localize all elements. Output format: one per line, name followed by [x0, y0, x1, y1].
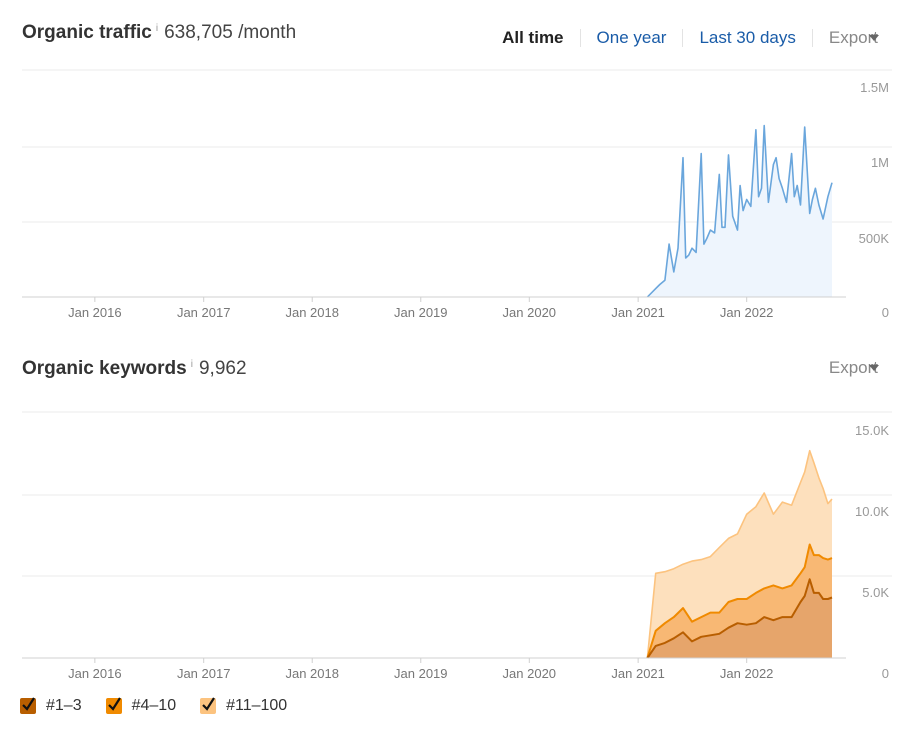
keywords-actions: Export: [813, 358, 916, 378]
series-line-4-10: [646, 543, 833, 659]
keywords-header: Organic keywords i 9,962 Export: [0, 356, 916, 390]
legend-label: #4–10: [131, 697, 177, 714]
x-tick-label: Jan 2017: [177, 305, 231, 320]
x-tick-label: Jan 2020: [503, 666, 557, 681]
y-tick-label: 1M: [871, 155, 889, 170]
legend-label: #1–3: [46, 697, 82, 714]
legend-item-4-10[interactable]: #4–10: [105, 697, 177, 715]
chevron-down-icon: [869, 35, 879, 41]
x-tick-label: Jan 2022: [720, 666, 774, 681]
info-icon[interactable]: i: [155, 22, 159, 34]
x-tick-label: Jan 2016: [68, 666, 122, 681]
y-tick-label: 5.0K: [862, 585, 889, 600]
info-icon[interactable]: i: [190, 358, 193, 370]
export-label: Export: [828, 28, 878, 47]
y-tick-label: 500K: [859, 231, 890, 246]
traffic-area: [647, 125, 833, 297]
traffic-title: Organic traffic i 638,705 /month: [22, 22, 296, 44]
y-tick-label: 15.0K: [855, 423, 889, 438]
checkmark-icon: [202, 697, 216, 711]
tab-last-30-days[interactable]: Last 30 days: [699, 28, 796, 47]
traffic-title-text: Organic traffic: [22, 22, 152, 43]
traffic-export-button[interactable]: Export: [813, 28, 916, 48]
keywords-chart: 15.0K 10.0K 5.0K 0 Jan 2016 Jan 2017 Jan 2018 J…: [22, 411, 892, 681]
traffic-header: Organic traffic i 638,705 /month All time …: [0, 22, 916, 56]
legend-item-1-3[interactable]: #1–3: [20, 697, 82, 715]
y-tick-label: 10.0K: [855, 504, 889, 519]
traffic-chart: 1.5M 1M 500K 0 Jan 2016 Jan 2017 Jan 2018 Jan 2…: [22, 69, 892, 320]
tab-divider: [682, 29, 684, 47]
legend-label: #11–100: [226, 697, 288, 714]
x-tick-label: Jan 2020: [503, 305, 557, 320]
legend-checkbox[interactable]: [105, 697, 122, 714]
export-label: Export: [828, 358, 878, 377]
chevron-down-icon: [869, 365, 879, 371]
x-tick-label: Jan 2016: [68, 305, 122, 320]
y-tick-label: 1.5M: [860, 80, 889, 95]
x-tick-label: Jan 2021: [611, 666, 665, 681]
tab-divider: [579, 29, 581, 47]
series-line-1-3: [646, 578, 833, 659]
series-line-11-100: [646, 449, 833, 659]
legend-checkbox[interactable]: [20, 697, 36, 714]
x-tick-label: Jan 2018: [285, 305, 339, 320]
area-1-3: [647, 579, 832, 658]
legend-checkbox[interactable]: [200, 697, 217, 714]
x-tick-label: Jan 2022: [720, 305, 774, 320]
tab-one-year[interactable]: One year: [596, 28, 667, 47]
tab-all-time[interactable]: All time: [502, 28, 564, 47]
time-range-tabs: All time One year Last 30 days Export: [486, 28, 916, 48]
x-tick-label: Jan 2021: [611, 305, 665, 320]
keywords-value: 9,962: [198, 358, 247, 379]
traffic-line: [646, 124, 833, 298]
y-tick-label: 0: [882, 305, 889, 320]
checkmark-icon: [22, 697, 35, 711]
keywords-legend: #1–3 #4–10 #11–100: [20, 697, 311, 715]
y-tick-label: 0: [882, 666, 889, 681]
x-tick-label: Jan 2019: [394, 305, 448, 320]
legend-item-11-100[interactable]: #11–100: [200, 697, 287, 715]
x-tick-label: Jan 2019: [394, 666, 448, 681]
x-tick-label: Jan 2017: [177, 666, 231, 681]
keywords-title: Organic keywords i 9,962: [22, 358, 247, 380]
checkmark-icon: [107, 697, 121, 711]
keywords-title-text: Organic keywords: [22, 358, 187, 379]
traffic-value: 638,705 /month: [164, 22, 297, 43]
keywords-export-button[interactable]: Export: [813, 358, 916, 378]
x-tick-label: Jan 2018: [285, 666, 339, 681]
tab-divider: [811, 29, 813, 47]
